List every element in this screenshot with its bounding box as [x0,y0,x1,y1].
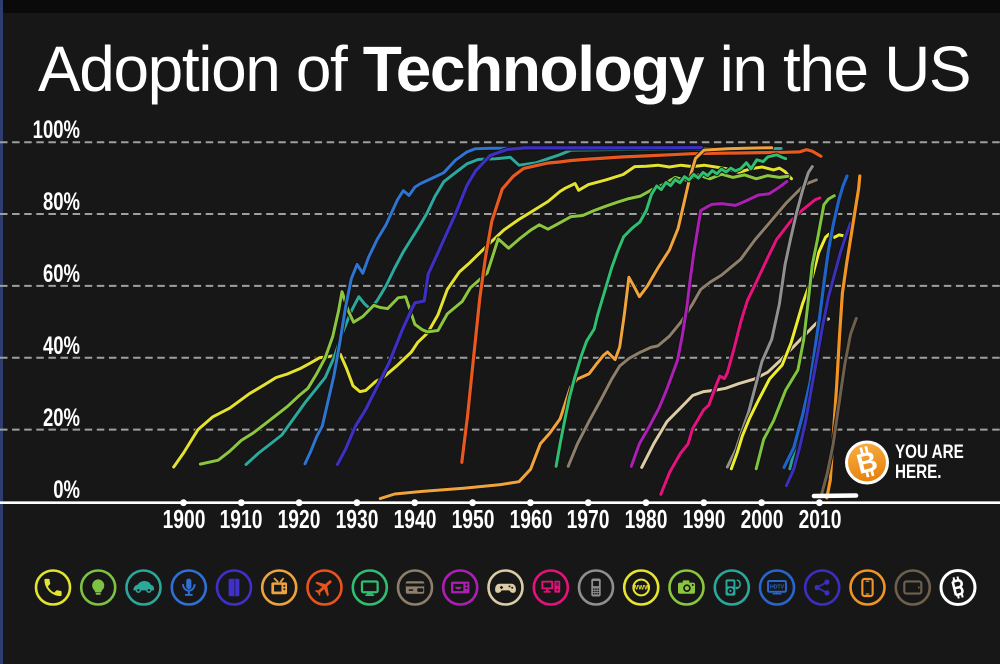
svg-text:HDTV: HDTV [770,585,785,591]
svg-text:WWW: WWW [632,585,650,592]
